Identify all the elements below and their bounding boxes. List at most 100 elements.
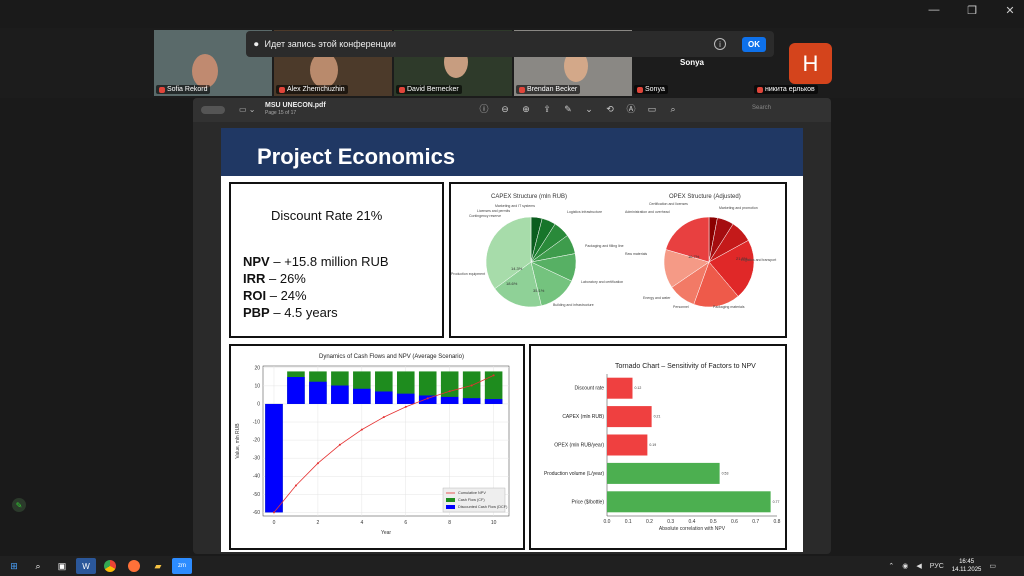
tornado-chart-title: Tornado Chart – Sensitivity of Factors t… bbox=[615, 363, 756, 370]
metric-value: – 26% bbox=[265, 271, 306, 286]
firefox-icon[interactable] bbox=[124, 558, 144, 574]
recording-banner: ⏺ Идет запись этой конференции i OK bbox=[246, 31, 774, 57]
search-icon[interactable]: ⌕ bbox=[670, 104, 676, 114]
pie-percent-label: 18.6% bbox=[506, 281, 518, 286]
tornado-bar bbox=[607, 434, 648, 456]
slide-title: Project Economics bbox=[257, 144, 456, 169]
legend-swatch bbox=[446, 505, 455, 509]
close-icon[interactable]: ✕ bbox=[1005, 5, 1015, 17]
slide: Project Economics Discount Rate 21% NPV … bbox=[221, 128, 803, 552]
file-explorer-icon[interactable]: ▰ bbox=[154, 560, 162, 571]
x-tick-label: 0 bbox=[273, 520, 276, 526]
discount-rate: Discount Rate 21% bbox=[271, 208, 383, 223]
pdf-viewer-window: ▭ ⌄ MSU UNECON.pdf Page 15 of 17 ⓘ ⊖ ⊕ ⇪… bbox=[193, 98, 831, 554]
legend-label: Cumulative NPV bbox=[458, 491, 486, 495]
x-tick-label: 0.1 bbox=[625, 519, 632, 525]
pie-percent-label: 16.7% bbox=[688, 254, 700, 259]
clock-time: 16:45 bbox=[959, 559, 975, 565]
participant-name: Alex Zhemchuzhin bbox=[276, 85, 348, 94]
mic-muted-icon bbox=[637, 86, 643, 93]
category-label: Price ($/bottle) bbox=[571, 499, 604, 505]
volume-icon[interactable]: ◀ bbox=[916, 563, 922, 570]
language-indicator[interactable]: РУС bbox=[929, 562, 944, 570]
capex-label: Contingency reserve bbox=[469, 214, 502, 218]
zoom-app-icon[interactable]: zm bbox=[172, 558, 192, 574]
clock-date: 14.11.2025 bbox=[951, 567, 982, 573]
participant-name: David Bernecker bbox=[396, 85, 462, 94]
pie-slice bbox=[708, 239, 755, 297]
notifications-icon[interactable]: ▭ bbox=[989, 563, 996, 570]
sidebar-toggle-icon[interactable]: ▭ ⌄ bbox=[239, 105, 256, 114]
annotate-icon[interactable]: ✎ bbox=[12, 498, 26, 512]
npv-point bbox=[382, 416, 385, 419]
pie-charts-panel: CAPEX Structure (mln RUB) OPEX Structure… bbox=[449, 182, 787, 338]
search-icon[interactable]: ⌕ bbox=[35, 560, 41, 571]
mic-muted-icon bbox=[399, 86, 405, 93]
metric-key: IRR bbox=[243, 271, 266, 286]
y-tick-label: -40 bbox=[253, 474, 260, 480]
zoom-in-icon[interactable]: ⊕ bbox=[522, 104, 530, 114]
taskbar: ⊞ ⌕ ▣ W ▰ zm ⌃ ◉ ◀ РУС 16:45 14.11.2025 … bbox=[0, 556, 1024, 576]
value-label: 0.77 bbox=[773, 500, 780, 504]
metrics-panel: Discount Rate 21% NPV – +15.8 million RU… bbox=[229, 182, 444, 338]
npv-point bbox=[360, 428, 363, 431]
tornado-chart: Discount rate 0.12 CAPEX (mln RUB) 0.21 OPEX… bbox=[544, 374, 781, 532]
markup-icon[interactable]: ✎ bbox=[564, 104, 572, 114]
maximize-icon[interactable]: ❐ bbox=[967, 5, 977, 17]
npv-point bbox=[294, 484, 297, 487]
windows-start-icon[interactable]: ⊞ bbox=[10, 560, 18, 571]
opex-label: Energy and water bbox=[643, 296, 671, 300]
capex-chart-title: CAPEX Structure (mln RUB) bbox=[491, 194, 568, 200]
chevron-up-icon[interactable]: ⌃ bbox=[888, 563, 895, 570]
window-buttons[interactable] bbox=[201, 106, 225, 114]
annotate-icon[interactable]: Ⓐ bbox=[626, 104, 636, 114]
participant-name: никита ерльков bbox=[754, 85, 818, 94]
x-tick-label: 4 bbox=[360, 520, 363, 526]
chrome-icon[interactable] bbox=[100, 558, 120, 574]
share-icon[interactable]: ⇪ bbox=[543, 104, 551, 114]
cashflow-bar bbox=[440, 371, 459, 404]
y-tick-label: -50 bbox=[253, 492, 260, 498]
metric-value: – +15.8 million RUB bbox=[269, 254, 389, 269]
participant-name-text: никита ерльков bbox=[765, 86, 815, 93]
ok-button[interactable]: OK bbox=[742, 36, 766, 52]
participant-face bbox=[310, 52, 338, 88]
search-input[interactable]: Search bbox=[751, 105, 771, 111]
tornado-bar bbox=[607, 491, 771, 513]
mic-muted-icon bbox=[279, 86, 285, 93]
discounted-cashflow-bar bbox=[265, 403, 283, 513]
opex-label: Certification and licenses bbox=[649, 202, 688, 206]
task-view-icon[interactable]: ▣ bbox=[57, 560, 67, 571]
info-icon[interactable]: i bbox=[714, 38, 726, 50]
opex-label: Raw materials bbox=[625, 252, 648, 256]
participant-name-label: Sonya bbox=[680, 58, 705, 67]
clock[interactable]: 16:45 14.11.2025 bbox=[952, 558, 982, 574]
network-icon[interactable]: ◉ bbox=[902, 563, 909, 570]
opex-label: Marketing and promotion bbox=[719, 206, 758, 210]
minimize-icon[interactable]: — bbox=[928, 4, 940, 16]
discounted-cashflow-bar bbox=[287, 377, 305, 404]
discounted-cashflow-bar bbox=[484, 399, 503, 404]
value-label: 0.21 bbox=[654, 415, 661, 419]
participant-name-text: Sonya bbox=[645, 86, 665, 93]
zoom-out-icon[interactable]: ⊖ bbox=[501, 104, 509, 114]
pie-percent-label: 35.1% bbox=[533, 288, 545, 293]
discounted-cashflow-bar bbox=[440, 396, 459, 404]
participant-name-text: Sofia Rekord bbox=[167, 86, 208, 93]
recording-text: Идет запись этой конференции bbox=[264, 39, 396, 49]
pdf-toolbar: ▭ ⌄ MSU UNECON.pdf Page 15 of 17 ⓘ ⊖ ⊕ ⇪… bbox=[193, 98, 831, 122]
npv-point bbox=[338, 443, 341, 446]
x-tick-label: 8 bbox=[448, 520, 451, 526]
word-icon[interactable]: W bbox=[76, 558, 96, 574]
tornado-bar bbox=[607, 406, 652, 428]
chevron-down-icon[interactable]: ⌄ bbox=[585, 104, 593, 114]
rotate-icon[interactable]: ⟲ bbox=[606, 104, 614, 114]
form-icon[interactable]: ▭ bbox=[647, 104, 657, 114]
opex-label: Personnel bbox=[673, 305, 689, 309]
npv-point bbox=[448, 390, 451, 393]
npv-point bbox=[272, 511, 275, 514]
info-icon[interactable]: ⓘ bbox=[479, 104, 489, 114]
npv-point bbox=[426, 397, 429, 400]
pdf-title: MSU UNECON.pdf Page 15 of 17 bbox=[265, 102, 326, 116]
legend-label: Cash Flow (CF) bbox=[458, 498, 485, 502]
